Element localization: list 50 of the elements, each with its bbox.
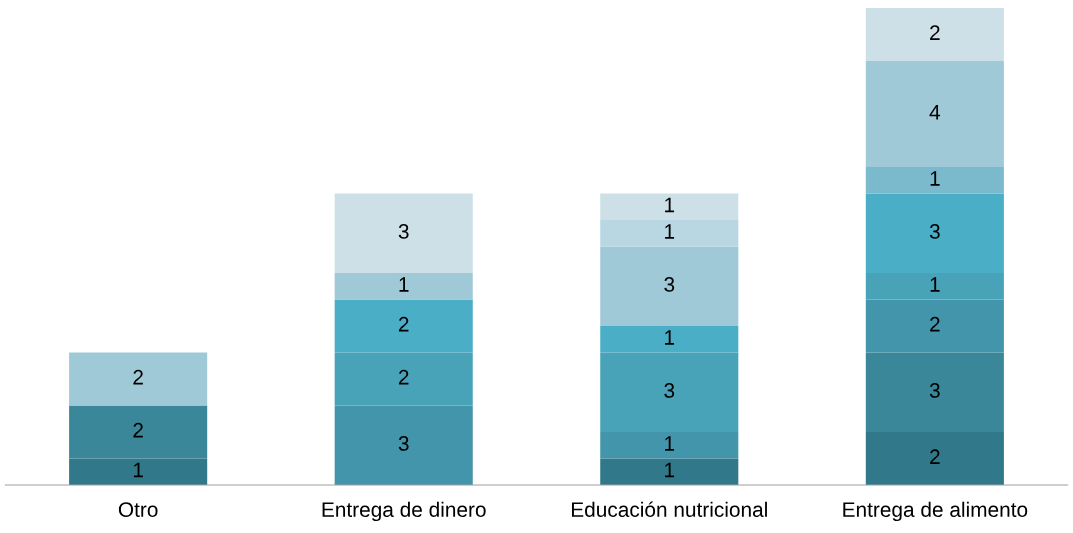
data-label: 1 xyxy=(930,171,940,186)
data-label: 1 xyxy=(665,224,675,239)
bar xyxy=(334,193,473,274)
bar xyxy=(334,299,473,353)
bar xyxy=(600,432,739,459)
bar xyxy=(69,352,208,406)
data-label: 3 xyxy=(664,277,675,292)
bar xyxy=(865,7,1004,61)
bar xyxy=(334,273,473,300)
data-label: 2 xyxy=(398,316,409,332)
data-label: 2 xyxy=(133,422,143,438)
data-label: 3 xyxy=(929,224,940,239)
data-label: 1 xyxy=(930,277,940,292)
data-label: 1 xyxy=(665,436,675,451)
data-label: 1 xyxy=(665,330,675,345)
bar xyxy=(865,432,1004,486)
data-label: 3 xyxy=(398,224,409,239)
bar xyxy=(865,352,1004,433)
bar xyxy=(600,458,739,486)
data-label: 2 xyxy=(930,316,940,332)
bar xyxy=(865,167,1004,194)
data-label: 1 xyxy=(399,277,409,292)
bar xyxy=(865,273,1004,300)
data-label: 1 xyxy=(665,462,675,478)
bar xyxy=(334,352,473,406)
bar xyxy=(865,299,1004,353)
bar xyxy=(600,246,739,327)
bar xyxy=(69,458,208,486)
bar xyxy=(865,193,1004,274)
bar xyxy=(600,352,739,433)
data-label: 2 xyxy=(930,25,940,40)
x-tick-label: Educación nutricional xyxy=(571,501,767,517)
data-label: 3 xyxy=(929,383,940,398)
bar xyxy=(334,405,473,486)
data-label: 1 xyxy=(665,197,675,213)
bar xyxy=(600,193,739,221)
data-label: 3 xyxy=(398,436,409,451)
bar xyxy=(865,61,1004,168)
data-label: 3 xyxy=(664,383,675,398)
bar xyxy=(600,326,739,353)
x-tick-label: Entrega de alimento xyxy=(843,501,1028,522)
x-tick-label: Entrega de dinero xyxy=(322,501,486,522)
data-label: 4 xyxy=(929,105,941,120)
x-tick-label: Otro xyxy=(118,502,158,517)
bar xyxy=(600,220,739,247)
data-label: 2 xyxy=(133,369,143,385)
data-label: 2 xyxy=(398,369,409,385)
data-label: 1 xyxy=(133,462,143,478)
data-label: 2 xyxy=(930,449,940,464)
bar xyxy=(69,405,208,459)
